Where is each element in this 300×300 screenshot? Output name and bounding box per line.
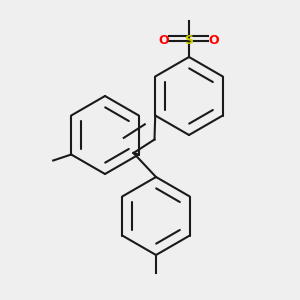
Text: O: O	[159, 34, 170, 47]
Text: O: O	[208, 34, 219, 47]
Text: S: S	[184, 34, 194, 47]
